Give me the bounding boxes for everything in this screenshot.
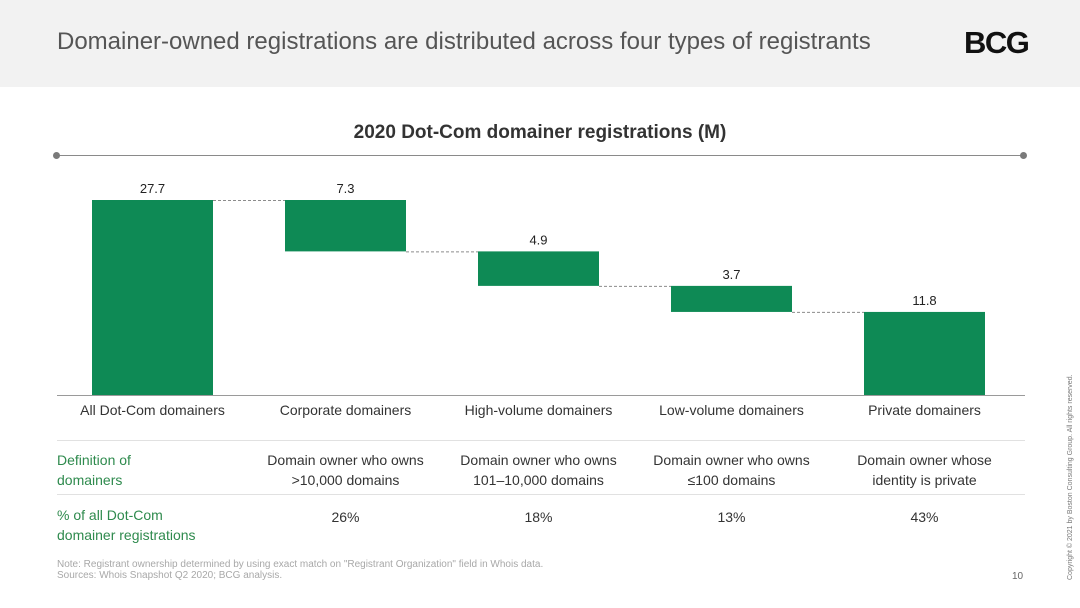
cell-line: >10,000 domains	[291, 472, 400, 488]
cell-line: ≤100 domains	[687, 472, 776, 488]
rule-dot-left	[53, 152, 60, 159]
cell-line: identity is private	[872, 472, 977, 488]
row-label-line: domainer registrations	[57, 527, 196, 543]
category-label-all: All Dot-Com domainers	[80, 402, 225, 418]
data-label-low-volume: 3.7	[722, 267, 740, 282]
category-label-low-volume: Low-volume domainers	[659, 402, 804, 418]
page-number: 10	[1012, 571, 1024, 582]
table-divider-1	[57, 440, 1025, 441]
definition-cell-high-volume: Domain owner who owns 101–10,000 domains	[442, 450, 635, 490]
row-label-line: % of all Dot-Com	[57, 507, 163, 523]
header-band	[0, 0, 1080, 87]
cell-line: Domain owner who owns	[653, 452, 810, 468]
percent-cell-low-volume: 13%	[717, 509, 746, 525]
chart-title: 2020 Dot-Com domainer registrations (M)	[353, 122, 727, 143]
slide-title: Domainer-owned registrations are distrib…	[57, 28, 871, 55]
data-label-corporate: 7.3	[336, 181, 354, 196]
definition-cell-private: Domain owner whose identity is private	[828, 450, 1021, 490]
percent-cell-corporate: 26%	[331, 509, 360, 525]
cell-line: Domain owner whose	[857, 452, 992, 468]
category-label-corporate: Corporate domainers	[279, 402, 412, 418]
bcg-logo: BCG	[964, 25, 1030, 60]
bar-low-volume	[671, 285, 792, 312]
cell-line: 101–10,000 domains	[473, 472, 604, 488]
bar-high-volume	[478, 251, 599, 286]
cell-line: Domain owner who owns	[267, 452, 424, 468]
category-label-high-volume: High-volume domainers	[464, 402, 613, 418]
footnote-sources: Sources: Whois Snapshot Q2 2020; BCG ana…	[57, 570, 283, 581]
bar-all	[92, 200, 213, 395]
percent-cell-private: 43%	[910, 509, 939, 525]
bar-private	[864, 311, 985, 395]
row-label-line: domainers	[57, 472, 123, 488]
footnote-note: Note: Registrant ownership determined by…	[57, 559, 544, 570]
table-divider-2	[57, 494, 1025, 495]
category-label-private: Private domainers	[868, 402, 981, 418]
copyright-notice: Copyright © 2021 by Boston Consulting Gr…	[1067, 374, 1074, 580]
rule-dot-right	[1020, 152, 1027, 159]
definition-cell-low-volume: Domain owner who owns ≤100 domains	[635, 450, 828, 490]
data-label-high-volume: 4.9	[529, 232, 547, 247]
title-rule	[57, 155, 1025, 156]
cell-line: Domain owner who owns	[460, 452, 617, 468]
bar-corporate	[285, 200, 406, 252]
data-label-all: 27.7	[140, 181, 165, 196]
percent-cell-high-volume: 18%	[524, 509, 553, 525]
row-label-definition: Definition of domainers	[57, 450, 247, 490]
data-label-private: 11.8	[912, 293, 936, 308]
row-label-percent: % of all Dot-Com domainer registrations	[57, 505, 247, 545]
row-label-line: Definition of	[57, 452, 131, 468]
definition-cell-corporate: Domain owner who owns >10,000 domains	[249, 450, 442, 490]
